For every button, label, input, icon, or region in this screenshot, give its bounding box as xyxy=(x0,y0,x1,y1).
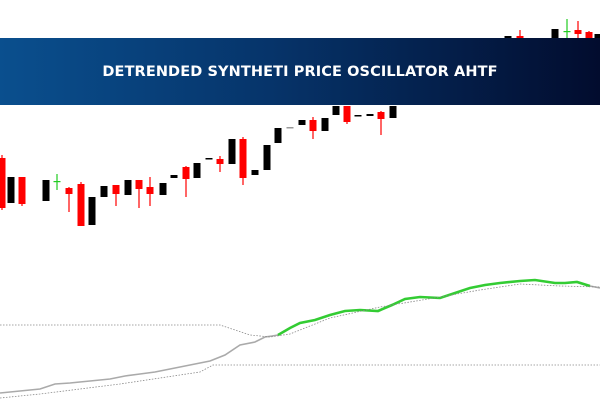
candle-bull xyxy=(504,36,512,38)
candle-bear xyxy=(112,185,120,206)
candle-doji xyxy=(563,19,571,38)
candle-bear xyxy=(309,117,317,139)
candle-bull xyxy=(228,139,236,164)
oscillator-panel xyxy=(0,278,600,399)
candle-bull xyxy=(594,34,600,38)
candle-bull xyxy=(251,170,259,175)
upper-band-line xyxy=(0,283,600,338)
candle-bull xyxy=(551,29,559,38)
candle-bear xyxy=(65,187,73,212)
candle-bear xyxy=(216,156,224,172)
candle-bull xyxy=(366,114,374,116)
candle-bull xyxy=(42,180,50,201)
candle-bull xyxy=(193,163,201,178)
candle-bull xyxy=(7,177,15,203)
candle-bull xyxy=(124,180,132,195)
candle-bear xyxy=(343,106,351,124)
candlestick-series xyxy=(0,19,600,226)
candle-bear xyxy=(585,31,593,38)
candle-bull xyxy=(354,115,362,117)
candle-bear xyxy=(239,137,247,185)
candle-bear xyxy=(182,166,190,197)
candle-bull xyxy=(88,197,96,225)
candle-bull xyxy=(100,186,108,197)
candle-bull xyxy=(298,120,306,125)
candle-bear xyxy=(146,177,154,206)
oscillator-neutral-line xyxy=(0,334,279,394)
candle-bull xyxy=(205,158,213,160)
candle-bear xyxy=(77,182,85,226)
candle-bull xyxy=(170,175,178,178)
candle-bull xyxy=(321,118,329,131)
candle-bear xyxy=(18,177,26,206)
candle-bear xyxy=(0,155,6,210)
title-banner: DETRENDED SYNTHETI PRICE OSCILLATOR AHTF xyxy=(0,38,600,105)
candle-bull xyxy=(389,106,397,118)
candle-bear xyxy=(516,30,524,38)
oscillator-up-line xyxy=(277,278,591,337)
candle-bear xyxy=(574,21,582,38)
candle-bull xyxy=(159,183,167,195)
candle-bear xyxy=(377,111,385,135)
candle-bull xyxy=(263,145,271,170)
banner-title: DETRENDED SYNTHETI PRICE OSCILLATOR AHTF xyxy=(102,63,498,80)
candle-bull xyxy=(332,106,340,115)
candle-neutral xyxy=(286,127,294,129)
candle-bear xyxy=(135,180,143,208)
candle-bull xyxy=(274,128,282,143)
candle-doji xyxy=(53,174,61,190)
